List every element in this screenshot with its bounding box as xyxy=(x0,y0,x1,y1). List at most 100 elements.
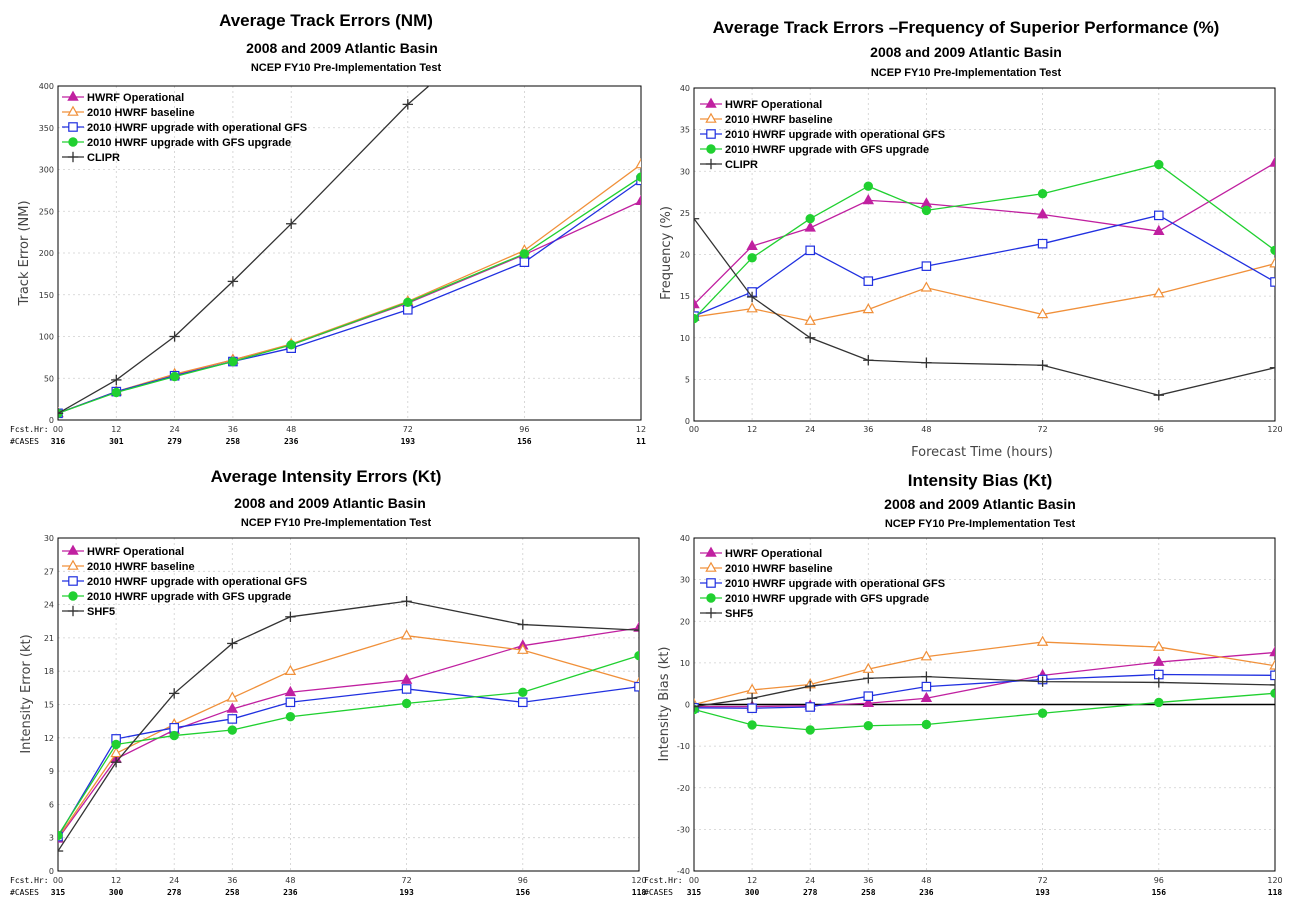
legend-item-baseline: 2010 HWRF baseline xyxy=(700,112,833,126)
data-point-upgrade_opgfs xyxy=(285,697,296,708)
legend-label: 2010 HWRF upgrade with operational GFS xyxy=(87,122,307,134)
series-group xyxy=(694,156,1275,401)
chart-subtitle-2: NCEP FY10 Pre-Implementation Test xyxy=(241,517,432,529)
data-point-upgrade_gfs xyxy=(58,830,63,841)
x-tick-label: 72 xyxy=(1038,876,1048,885)
series-clip xyxy=(694,635,1275,735)
y-tick-label: 200 xyxy=(39,249,54,258)
x-tick-label: 12 xyxy=(747,425,757,434)
data-point-upgrade_gfs xyxy=(805,725,815,735)
legend-item-baseline: 2010 HWRF baseline xyxy=(700,561,833,575)
legend-marker xyxy=(706,578,716,588)
legend-item-reference: CLIPR xyxy=(62,151,120,164)
data-point-upgrade_opgfs xyxy=(747,703,757,714)
data-point-hwrf_op xyxy=(1153,655,1165,666)
y-tick-label: 24 xyxy=(44,601,54,610)
data-point-baseline xyxy=(284,664,297,676)
data-point-reference xyxy=(1269,679,1275,691)
data-point-upgrade_opgfs xyxy=(921,681,932,692)
series-line-baseline xyxy=(694,641,1275,706)
plot-frame xyxy=(57,85,642,421)
data-point-upgrade_gfs xyxy=(1270,688,1275,698)
data-point-hwrf_op xyxy=(920,197,933,208)
cases-label: #CASES xyxy=(10,888,39,897)
legend-label: 2010 HWRF upgrade with operational GFS xyxy=(725,578,945,590)
x-tick-label: 96 xyxy=(518,876,528,885)
y-tick-label: 3 xyxy=(49,834,54,843)
data-point-hwrf_op xyxy=(226,702,239,713)
cases-count: 315 xyxy=(51,888,66,897)
legend-item-reference: CLIPR xyxy=(700,158,758,171)
legend-item-upgrade_opgfs: 2010 HWRF upgrade with operational GFS xyxy=(62,122,307,134)
data-point-upgrade_opgfs xyxy=(634,681,639,692)
data-point-upgrade_gfs xyxy=(863,181,873,191)
data-point-baseline xyxy=(1153,287,1165,298)
panel-track-errors: Average Track Errors (NM) 2008 and 2009 … xyxy=(10,11,646,446)
y-tick-label: 40 xyxy=(680,534,690,543)
data-point-upgrade_opgfs xyxy=(863,691,874,701)
y-tick-label: 100 xyxy=(39,333,54,342)
data-point-baseline xyxy=(804,314,816,325)
legend-label: CLIPR xyxy=(725,159,758,171)
series-line-hwrf_op xyxy=(58,627,639,840)
legend-marker xyxy=(705,546,717,557)
chart-subtitle-2: NCEP FY10 Pre-Implementation Test xyxy=(251,62,442,74)
plot-frame xyxy=(57,537,640,872)
x-tick-label: 48 xyxy=(285,876,295,885)
data-point-reference xyxy=(746,291,758,303)
y-tick-label: 250 xyxy=(39,207,54,216)
x-tick-label: 48 xyxy=(921,876,931,885)
legend-label: 2010 HWRF upgrade with GFS upgrade xyxy=(725,593,929,605)
y-tick-label: 40 xyxy=(680,84,690,93)
data-point-hwrf_op xyxy=(1269,646,1275,657)
x-tick-label: 24 xyxy=(805,425,815,434)
x-tick-label: 48 xyxy=(921,425,931,434)
x-tick-label: 00 xyxy=(689,876,699,885)
cases-count: 301 xyxy=(109,437,124,446)
legend-marker xyxy=(706,144,716,154)
legend-marker xyxy=(706,129,716,139)
legend-item-upgrade_opgfs: 2010 HWRF upgrade with operational GFS xyxy=(700,578,945,590)
data-point-reference xyxy=(401,596,412,607)
y-ticks: 0 5 10 15 20 25 30 35 40 xyxy=(680,84,690,426)
x-tick-label: 00 xyxy=(53,876,63,885)
cases-count: 236 xyxy=(283,888,298,897)
data-point-upgrade_opgfs xyxy=(519,257,530,267)
series-line-baseline xyxy=(694,263,1275,322)
data-point-hwrf_op xyxy=(1036,208,1049,219)
chart-subtitle-2: NCEP FY10 Pre-Implementation Test xyxy=(871,67,1062,79)
data-point-upgrade_gfs xyxy=(634,650,639,661)
data-point-baseline xyxy=(746,683,758,694)
y-tick-label: 30 xyxy=(680,167,690,176)
legend-item-hwrf_op: HWRF Operational xyxy=(700,97,822,111)
cases-label: #CASES xyxy=(644,888,673,897)
legend-label: SHF5 xyxy=(87,606,115,618)
legend-item-upgrade_gfs: 2010 HWRF upgrade with GFS upgrade xyxy=(62,591,291,603)
panel-frequency-superior: Average Track Errors –Frequency of Super… xyxy=(659,18,1283,460)
data-point-baseline xyxy=(920,281,933,292)
data-point-hwrf_op xyxy=(862,696,875,708)
data-point-upgrade_gfs xyxy=(1154,159,1164,170)
y-tick-label: 21 xyxy=(44,634,54,643)
data-point-upgrade_opgfs xyxy=(1270,277,1275,287)
y-tick-label: 150 xyxy=(39,291,54,300)
legend-label: 2010 HWRF upgrade with operational GFS xyxy=(87,576,307,588)
data-point-upgrade_gfs xyxy=(111,739,121,750)
x-tick-label: 00 xyxy=(53,425,63,434)
data-point-upgrade_gfs xyxy=(805,214,815,224)
data-point-upgrade_opgfs xyxy=(227,714,238,724)
data-point-upgrade_opgfs xyxy=(805,245,815,256)
y-tick-label: 30 xyxy=(680,576,690,585)
data-point-upgrade_gfs xyxy=(863,721,873,731)
data-point-hwrf_op xyxy=(862,193,875,205)
y-tick-label: 0 xyxy=(49,416,54,425)
data-point-baseline xyxy=(517,643,529,654)
data-point-upgrade_gfs xyxy=(747,720,757,730)
data-point-hwrf_op xyxy=(1153,224,1165,235)
data-point-upgrade_opgfs xyxy=(517,697,528,708)
series-line-baseline xyxy=(58,635,639,839)
x-tick-label: 72 xyxy=(403,425,413,434)
y-tick-label: 350 xyxy=(39,124,54,133)
legend-label: HWRF Operational xyxy=(725,548,822,560)
series-group xyxy=(58,596,639,857)
